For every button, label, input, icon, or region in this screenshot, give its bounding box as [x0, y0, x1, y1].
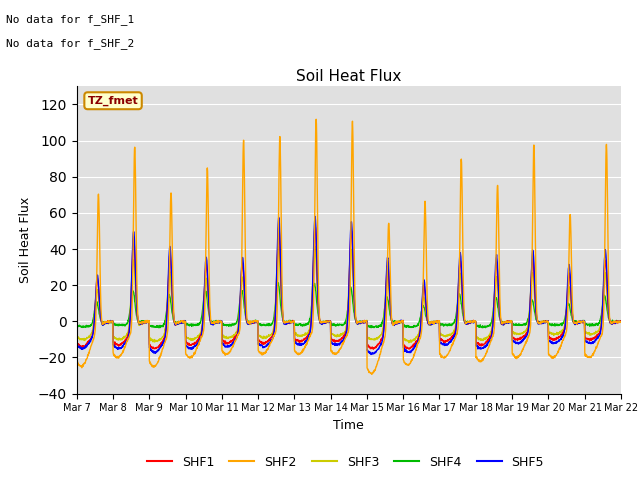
Text: TZ_fmet: TZ_fmet	[88, 96, 138, 106]
Title: Soil Heat Flux: Soil Heat Flux	[296, 69, 401, 84]
Legend: SHF1, SHF2, SHF3, SHF4, SHF5: SHF1, SHF2, SHF3, SHF4, SHF5	[142, 451, 549, 474]
X-axis label: Time: Time	[333, 419, 364, 432]
Y-axis label: Soil Heat Flux: Soil Heat Flux	[19, 197, 33, 283]
Text: No data for f_SHF_2: No data for f_SHF_2	[6, 38, 134, 49]
Text: No data for f_SHF_1: No data for f_SHF_1	[6, 14, 134, 25]
